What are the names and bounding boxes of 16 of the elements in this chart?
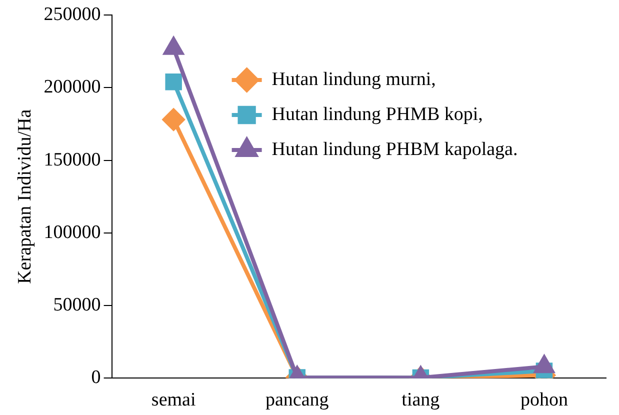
y-tick-label: 0 bbox=[91, 367, 101, 388]
x-tick-label: pancang bbox=[265, 390, 330, 411]
x-tick-label: semai bbox=[151, 390, 196, 411]
y-axis-title: Kerapatan Individu/Ha bbox=[14, 108, 36, 284]
legend-label: Hutan lindung murni, bbox=[272, 68, 436, 90]
y-tick-label: 150000 bbox=[44, 149, 101, 170]
point bbox=[165, 73, 182, 90]
x-tick-label: tiang bbox=[402, 390, 440, 411]
point bbox=[162, 108, 185, 131]
y-tick-label: 50000 bbox=[53, 294, 101, 316]
y-tick-label: 200000 bbox=[44, 76, 101, 98]
legend-label: Hutan lindung PHMB kopi, bbox=[272, 104, 483, 125]
y-tick-label: 100000 bbox=[44, 222, 101, 243]
x-tick-label: pohon bbox=[520, 390, 568, 411]
y-tick-label: 250000 bbox=[44, 4, 101, 25]
legend-label: Hutan lindung PHBM kapolaga. bbox=[272, 138, 518, 160]
